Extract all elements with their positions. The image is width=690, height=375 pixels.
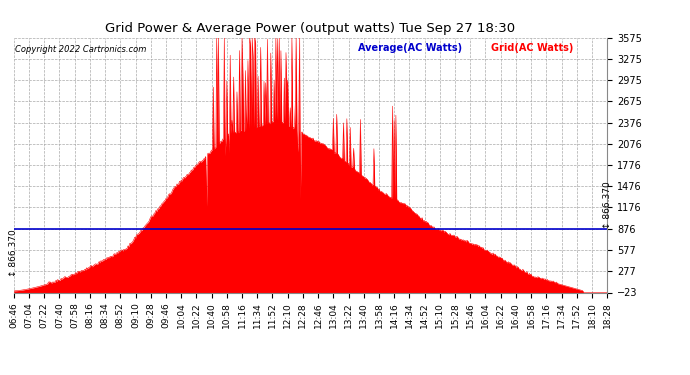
Text: ↕ 866.370: ↕ 866.370 (9, 230, 18, 277)
Title: Grid Power & Average Power (output watts) Tue Sep 27 18:30: Grid Power & Average Power (output watts… (106, 22, 515, 35)
Text: ↕ 866.370: ↕ 866.370 (603, 182, 612, 230)
Text: Average(AC Watts): Average(AC Watts) (358, 43, 462, 52)
Text: Copyright 2022 Cartronics.com: Copyright 2022 Cartronics.com (15, 45, 146, 54)
Text: Grid(AC Watts): Grid(AC Watts) (491, 43, 574, 52)
